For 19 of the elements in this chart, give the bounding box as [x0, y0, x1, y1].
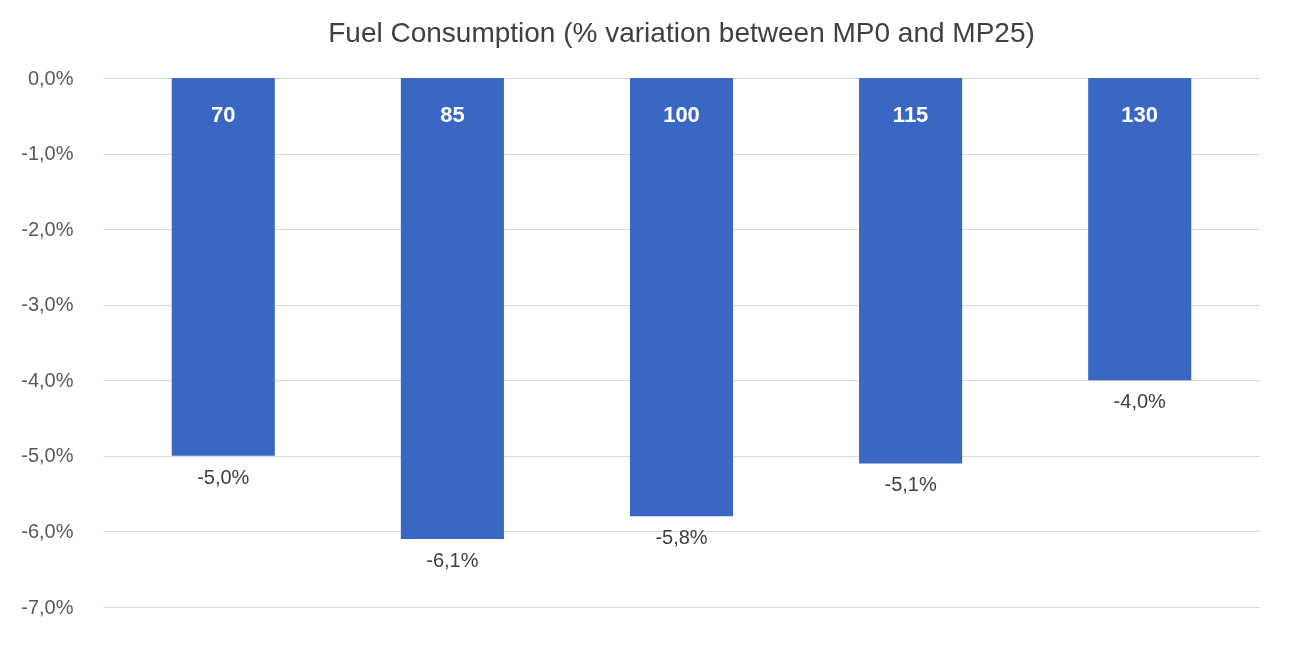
x-tick-label: 70	[211, 101, 236, 127]
x-tick-label: 85	[440, 101, 465, 127]
y-tick-label: -2,0%	[21, 217, 74, 240]
x-tick-label: 130	[1121, 101, 1159, 127]
y-tick-label: 0,0%	[27, 66, 74, 89]
y-tick-label: -7,0%	[21, 595, 74, 618]
data-label: -5,8%	[655, 526, 708, 549]
chart-title: Fuel Consumption (% variation between MP0 and MP25)	[328, 17, 1035, 48]
data-label: -5,0%	[197, 465, 250, 488]
data-label: -6,1%	[426, 548, 479, 571]
data-label: -4,0%	[1113, 390, 1167, 413]
x-tick-label: 115	[892, 101, 929, 127]
y-tick-label: -1,0%	[21, 142, 74, 165]
data-label: -5,1%	[884, 473, 937, 496]
y-tick-label: -3,0%	[21, 293, 74, 316]
y-tick-label: -6,0%	[21, 519, 74, 542]
y-tick-label: -5,0%	[21, 444, 74, 467]
x-tick-label: 100	[663, 101, 700, 127]
y-tick-label: -4,0%	[21, 368, 74, 391]
